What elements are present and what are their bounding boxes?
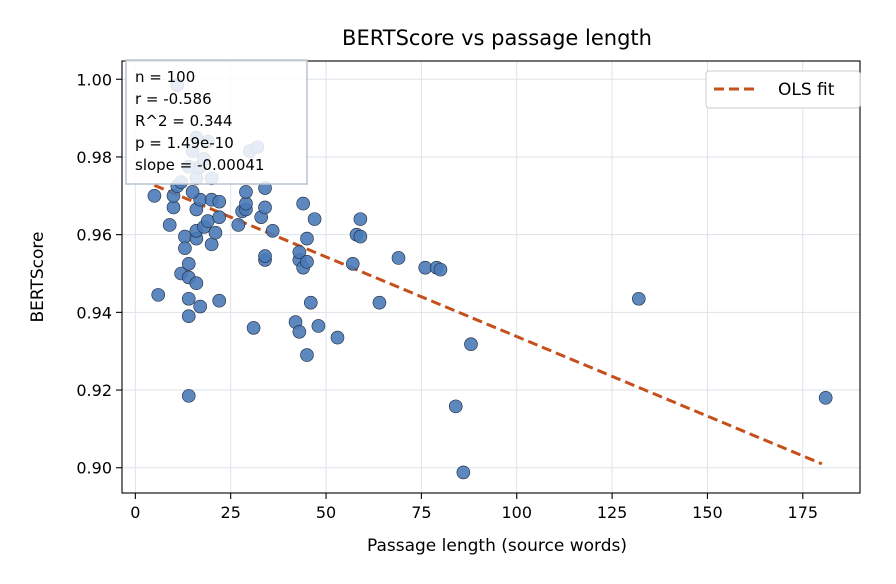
y-tick-label: 0.90 (76, 459, 112, 478)
data-point (181, 256, 196, 271)
data-point (631, 291, 646, 306)
data-point (166, 200, 181, 215)
data-point (181, 309, 196, 324)
chart-title: BERTScore vs passage length (342, 26, 652, 50)
y-tick-label: 0.94 (76, 303, 112, 322)
y-tick-label: 0.98 (76, 148, 112, 167)
data-point (239, 196, 253, 211)
data-point (258, 200, 272, 215)
x-tick-label: 25 (221, 503, 241, 522)
data-point (418, 260, 433, 275)
legend-frame (705, 70, 861, 109)
stat-n: n = 100 (135, 68, 195, 86)
plot-frame (121, 60, 861, 494)
grid (122, 61, 860, 493)
data-point (303, 295, 318, 310)
x-tick-label: 75 (411, 503, 431, 522)
data-point (448, 399, 463, 414)
data-point (353, 229, 368, 244)
data-point (147, 189, 162, 203)
data-point (330, 330, 345, 345)
x-tick-label: 100 (501, 503, 532, 522)
x-tick-label: 50 (316, 503, 336, 522)
stat-p: p = 1.49e-10 (135, 134, 234, 152)
x-tick-label: 125 (597, 503, 628, 522)
data-point (201, 214, 215, 228)
data-point (178, 229, 192, 244)
data-point (246, 321, 261, 335)
stat-r: r = -0.586 (135, 90, 212, 108)
data-point (311, 319, 326, 333)
data-point (464, 337, 478, 352)
data-point (181, 389, 196, 403)
data-point (239, 185, 253, 199)
data-point (391, 251, 406, 265)
data-point (189, 276, 204, 291)
data-point (151, 288, 166, 302)
data-point (212, 194, 227, 209)
data-point (300, 231, 314, 246)
fit-line-layer (153, 183, 823, 466)
data-point (193, 299, 207, 314)
data-point (212, 210, 227, 224)
data-point (300, 255, 314, 269)
data-point (178, 241, 192, 256)
data-point (265, 223, 280, 238)
data-point (456, 465, 471, 480)
x-tick-label: 150 (692, 503, 723, 522)
data-point (307, 212, 322, 226)
data-point (204, 237, 219, 252)
x-tick-label: 0 (130, 503, 140, 522)
data-point (258, 249, 272, 263)
data-point (372, 295, 387, 310)
data-point (818, 391, 833, 405)
stats-box: n = 100 r = -0.586 R^2 = 0.344 p = 1.49e… (125, 59, 308, 185)
stat-r-squared: R^2 = 0.344 (135, 112, 233, 130)
legend: OLS fit (705, 70, 861, 109)
data-point (231, 218, 246, 232)
data-point (212, 293, 227, 308)
data-point (296, 196, 310, 211)
data-point (162, 218, 177, 232)
y-tick-label: 1.00 (76, 70, 112, 89)
x-tick-label: 175 (788, 503, 819, 522)
data-point (433, 262, 448, 277)
data-point (292, 324, 307, 339)
data-point (345, 256, 360, 271)
stat-slope: slope = -0.00041 (135, 156, 264, 174)
y-axis-label: BERTScore (28, 232, 48, 323)
stats-box-frame (125, 59, 308, 185)
legend-label-ols-fit: OLS fit (778, 80, 835, 100)
data-point (181, 291, 196, 306)
data-point (208, 225, 223, 240)
data-point (292, 245, 307, 259)
y-tick-label: 0.92 (76, 381, 112, 400)
data-point (185, 185, 200, 199)
data-point (300, 348, 314, 362)
ols-fit-line (153, 183, 823, 466)
x-axis-label: Passage length (source words) (367, 536, 627, 556)
y-tick-label: 0.96 (76, 226, 112, 245)
data-point (353, 212, 368, 226)
ticks-layer: 0 25 50 75 100 125 150 175 0.90 0.92 0.94 0.96 0.98 1… (76, 70, 818, 522)
